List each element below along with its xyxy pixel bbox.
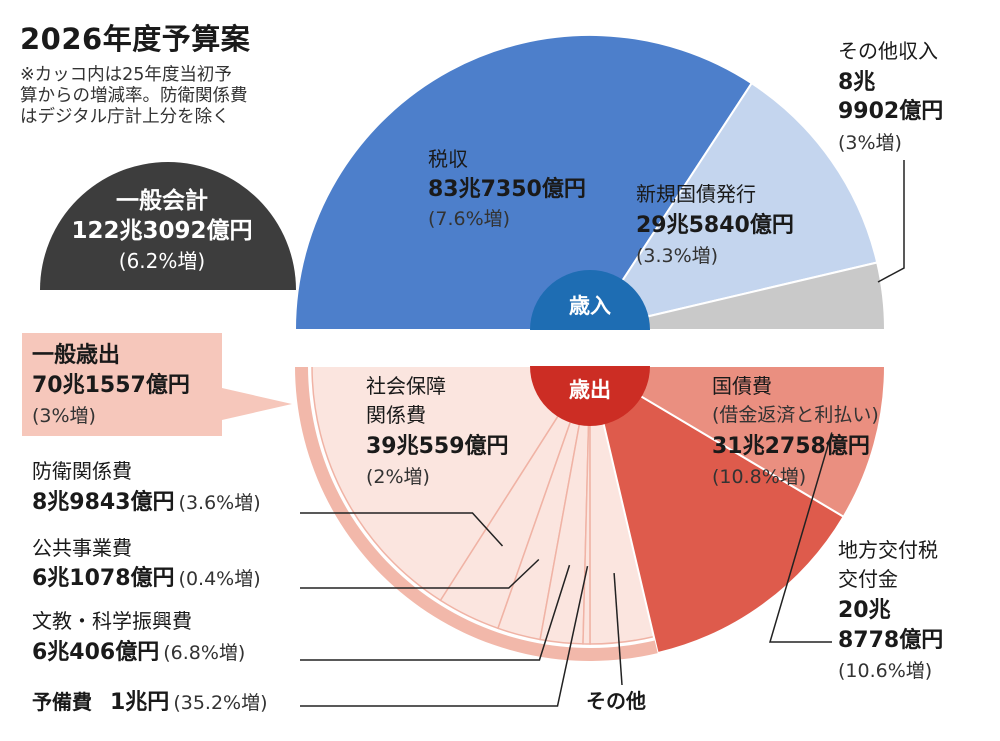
social-security-change: (2%増)	[366, 466, 430, 488]
local-tax-value-2: 8778億円	[838, 628, 944, 653]
defense-value: 8兆9843億円	[32, 490, 175, 515]
general-expenditure-label: 一般歳出	[32, 343, 121, 368]
tax-label: 税収	[428, 147, 468, 171]
debt-service-label: 国債費	[712, 374, 772, 398]
expenditure-slice-1	[311, 365, 592, 602]
local-tax-leader	[768, 432, 833, 643]
education-label: 文教・科学振興費	[32, 609, 192, 633]
chart-title: 2026年度予算案	[20, 22, 251, 56]
note-line-1: ※カッコ内は25年度当初予	[20, 65, 232, 85]
general-expenditure-value: 70兆1557億円	[32, 373, 190, 398]
other-revenue-value-1: 8兆	[838, 70, 876, 95]
expenditure-slice-7	[588, 363, 845, 655]
general-expenditure-box	[22, 333, 292, 436]
general-account-dome	[40, 162, 296, 290]
public-works-value: 6兆1078億円	[32, 566, 175, 591]
general-account-value: 122兆3092億円	[71, 218, 253, 244]
bond-value: 29兆5840億円	[636, 213, 794, 238]
expenditure-badge-label: 歳出	[569, 378, 611, 402]
education-value-row: 6兆406億円 (6.8%増)	[32, 640, 245, 666]
education-leader	[300, 564, 571, 661]
defense-label: 防衛関係費	[32, 459, 132, 483]
other-revenue-leader	[877, 160, 905, 283]
social-security-label-1: 社会保障	[366, 374, 446, 398]
public-works-change: (0.4%増)	[178, 568, 261, 590]
defense-value-row: 8兆9843億円 (3.6%増)	[32, 490, 261, 516]
reserve-row: 予備費 1兆円 (35.2%増)	[32, 690, 268, 716]
expenditure-badge	[530, 366, 650, 426]
note-line-2: 算からの増減率。防衛関係費	[20, 86, 248, 106]
debt-service-sublabel: (借金返済と利払い)	[712, 404, 879, 426]
defense-change: (3.6%増)	[178, 492, 261, 514]
debt-service-value: 31兆2758億円	[712, 434, 870, 459]
reserve-leader	[300, 565, 589, 707]
tax-value: 83兆7350億円	[428, 177, 586, 202]
education-change: (6.8%増)	[163, 642, 246, 664]
local-tax-change: (10.6%増)	[838, 660, 933, 682]
public-works-label: 公共事業費	[32, 536, 132, 560]
general-account-change: (6.2%増)	[118, 249, 206, 273]
other-revenue-value-2: 9902億円	[838, 99, 944, 124]
general-expenditure-change: (3%増)	[32, 405, 96, 427]
local-tax-label-1: 地方交付税	[838, 538, 938, 562]
note-line-3: はデジタル庁計上分を除く	[20, 107, 230, 127]
other-revenue-label: その他収入	[838, 39, 938, 63]
other-expenditure-label: その他	[586, 689, 646, 713]
local-tax-value-1: 20兆	[838, 598, 891, 623]
general-account-label: 一般会計	[116, 188, 208, 214]
social-security-value: 39兆559億円	[366, 434, 509, 459]
revenue-badge-label: 歳入	[569, 294, 611, 318]
public-works-value-row: 6兆1078億円 (0.4%増)	[32, 566, 261, 592]
social-security-label-2: 関係費	[366, 403, 426, 427]
tax-change: (7.6%増)	[428, 208, 511, 230]
revenue-badge	[530, 270, 650, 330]
other-revenue-change: (3%増)	[838, 132, 902, 154]
bond-change: (3.3%増)	[636, 245, 719, 267]
other-expenditure-leader	[613, 573, 623, 686]
defense-leader	[300, 512, 504, 547]
education-value: 6兆406億円	[32, 640, 160, 665]
reserve-value: 1兆円	[110, 690, 170, 715]
debt-service-change: (10.8%増)	[712, 466, 807, 488]
bond-label: 新規国債発行	[636, 182, 756, 206]
local-tax-label-2: 交付金	[838, 567, 898, 591]
reserve-label: 予備費	[32, 690, 92, 714]
revenue-slice-2	[587, 81, 879, 332]
public-works-leader	[300, 558, 540, 589]
expenditure-slice-8	[586, 365, 887, 519]
reserve-change: (35.2%増)	[173, 692, 268, 714]
